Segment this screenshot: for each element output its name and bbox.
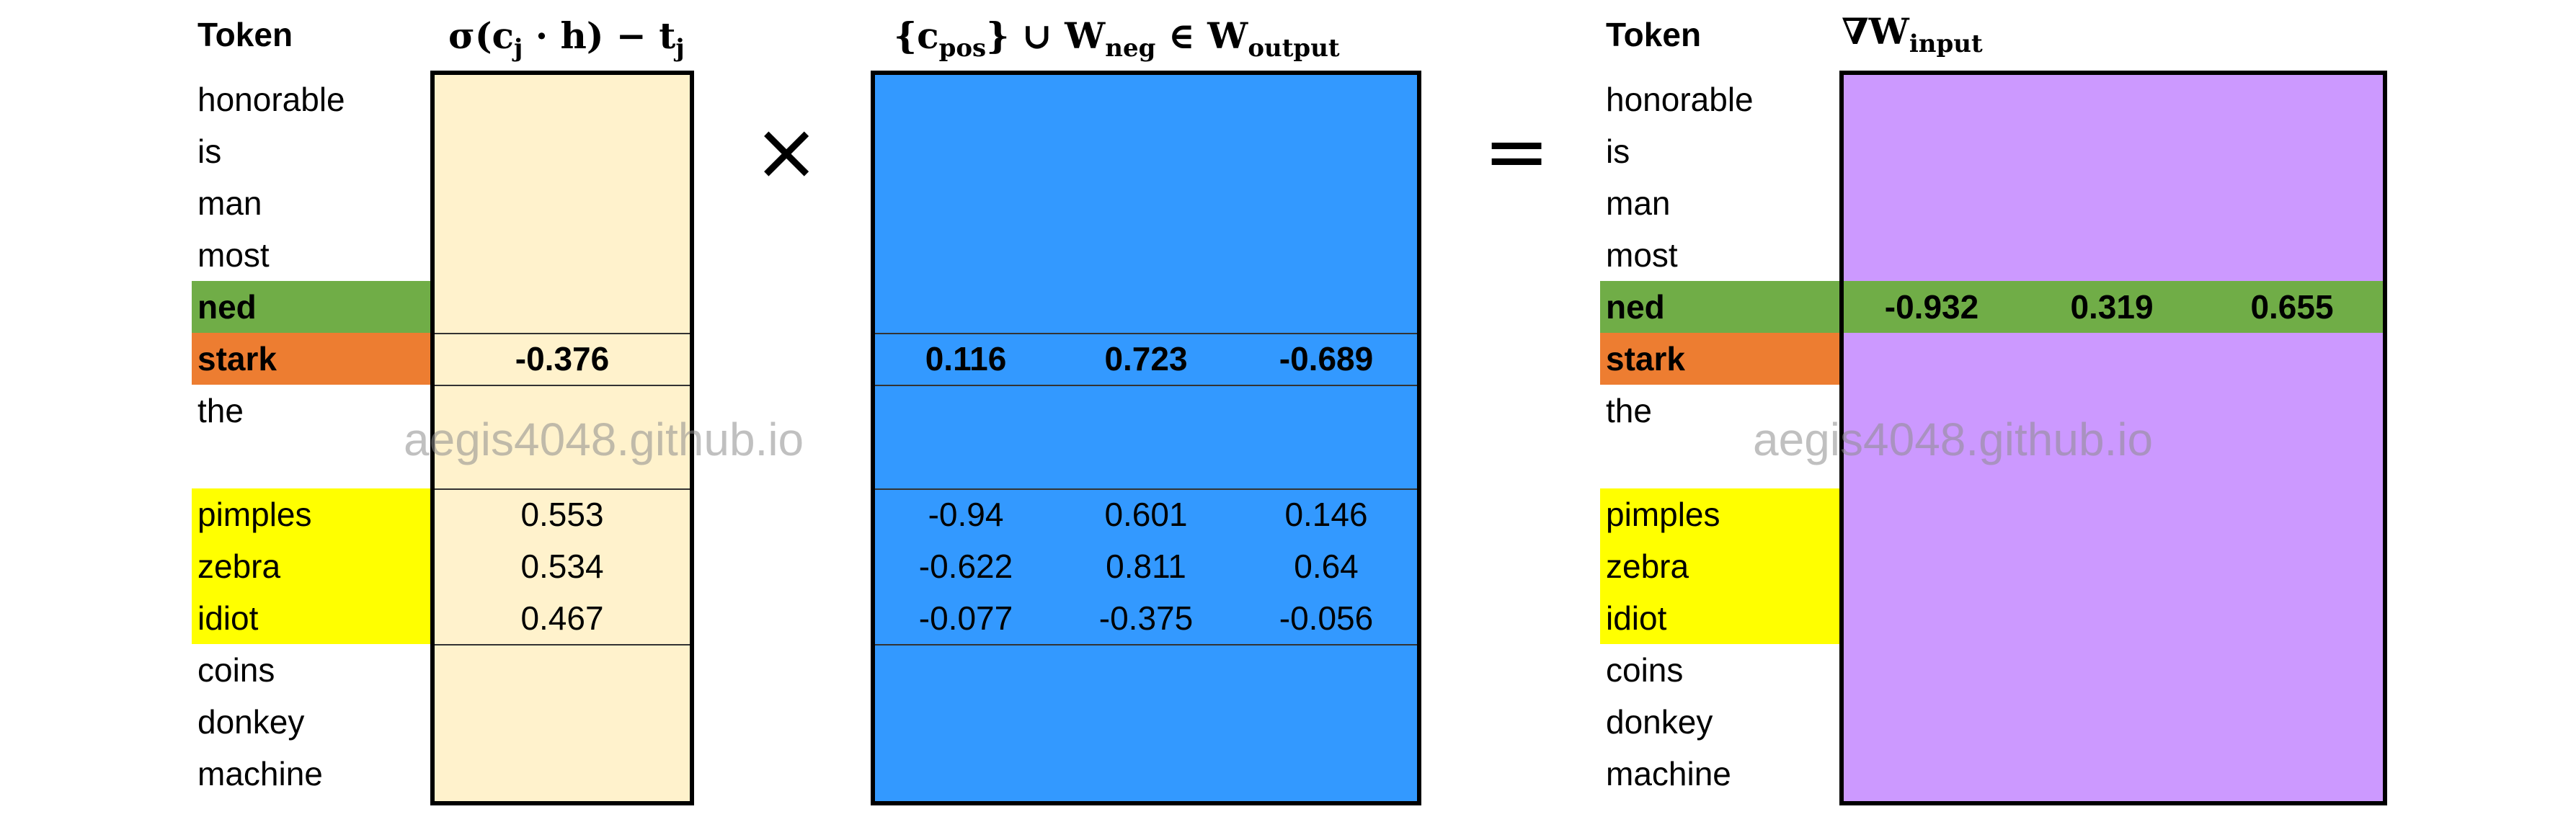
- output-value: -0.94: [928, 496, 1004, 533]
- grad-header: ∇Winput: [1842, 3, 1983, 61]
- grad-value: 0.319: [2070, 288, 2154, 326]
- left-negative-highlight: [192, 488, 432, 644]
- right-token-stark: stark: [1606, 340, 1685, 378]
- right-token: machine: [1606, 755, 1731, 792]
- right-token: donkey: [1606, 703, 1713, 741]
- output-value: -0.056: [1279, 599, 1374, 637]
- output-value: 0.601: [1104, 496, 1188, 533]
- left-ned-highlight: [192, 281, 432, 333]
- right-token: idiot: [1606, 599, 1667, 637]
- row-divider: [435, 333, 690, 334]
- right-token: most: [1606, 236, 1678, 274]
- sigma-value-pimples: 0.553: [520, 496, 604, 533]
- right-negative-highlight: [1600, 488, 1842, 644]
- left-token-stark: stark: [197, 340, 277, 378]
- equals-operator: =: [1483, 105, 1550, 197]
- left-token: zebra: [197, 548, 281, 585]
- right-token-header: Token: [1606, 16, 1702, 53]
- output-value: -0.622: [918, 548, 1013, 585]
- sigma-matrix: [430, 71, 694, 805]
- right-token: is: [1606, 133, 1630, 170]
- left-token: coins: [197, 651, 275, 689]
- sigma-value-zebra: 0.534: [520, 548, 604, 585]
- right-ned-highlight: [1600, 281, 1842, 333]
- left-token: is: [197, 133, 222, 170]
- row-divider: [875, 385, 1417, 386]
- output-value: -0.689: [1279, 340, 1374, 378]
- output-value: -0.077: [918, 599, 1013, 637]
- right-token-ned: ned: [1606, 288, 1665, 326]
- grad-value: -0.932: [1884, 288, 1979, 326]
- multiply-operator: ×: [753, 105, 820, 197]
- watermark-right: aegis4048.github.io: [1753, 414, 2154, 465]
- right-token: zebra: [1606, 548, 1689, 585]
- grad-matrix: [1839, 71, 2387, 805]
- right-token: man: [1606, 184, 1671, 222]
- output-set-header-text: {cpos} ∪ Wneg ∈ Woutput: [894, 14, 1340, 63]
- left-token: machine: [197, 755, 323, 792]
- left-token: most: [197, 236, 270, 274]
- right-stark-highlight: [1600, 333, 1842, 385]
- left-token: man: [197, 184, 262, 222]
- left-token: honorable: [197, 81, 345, 118]
- sigma-value-idiot: 0.467: [520, 599, 604, 637]
- left-stark-highlight: [192, 333, 432, 385]
- output-set-header: {cpos} ∪ Wneg ∈ Woutput: [894, 7, 1340, 65]
- output-value: 0.723: [1104, 340, 1188, 378]
- row-divider: [875, 644, 1417, 645]
- row-divider: [435, 644, 690, 645]
- left-token: donkey: [197, 703, 305, 741]
- right-token: pimples: [1606, 496, 1720, 533]
- left-token-header: Token: [197, 16, 293, 53]
- sigma-value-stark: -0.376: [515, 340, 610, 378]
- row-divider: [875, 488, 1417, 490]
- watermark-left: aegis4048.github.io: [404, 414, 804, 465]
- sigma-header: σ(cj · h) − tj: [448, 7, 685, 65]
- output-value: -0.375: [1098, 599, 1194, 637]
- sigma-header-text: σ(cj · h) − tj: [448, 14, 685, 63]
- grad-ned-row-highlight: [1844, 281, 2383, 333]
- output-value: 0.116: [925, 340, 1007, 378]
- right-token: honorable: [1606, 81, 1754, 118]
- output-value: 0.64: [1294, 548, 1359, 585]
- row-divider: [435, 385, 690, 386]
- output-matrix: [871, 71, 1421, 805]
- left-token: the: [197, 392, 244, 429]
- grad-value: 0.655: [2250, 288, 2334, 326]
- row-divider: [875, 333, 1417, 334]
- row-divider: [435, 488, 690, 490]
- left-token-ned: ned: [197, 288, 257, 326]
- output-value: 0.146: [1284, 496, 1368, 533]
- left-token: idiot: [197, 599, 259, 637]
- right-token: coins: [1606, 651, 1684, 689]
- left-token: pimples: [197, 496, 312, 533]
- grad-header-text: ∇Winput: [1842, 10, 1983, 58]
- right-token: the: [1606, 392, 1652, 429]
- output-value: 0.811: [1106, 548, 1186, 585]
